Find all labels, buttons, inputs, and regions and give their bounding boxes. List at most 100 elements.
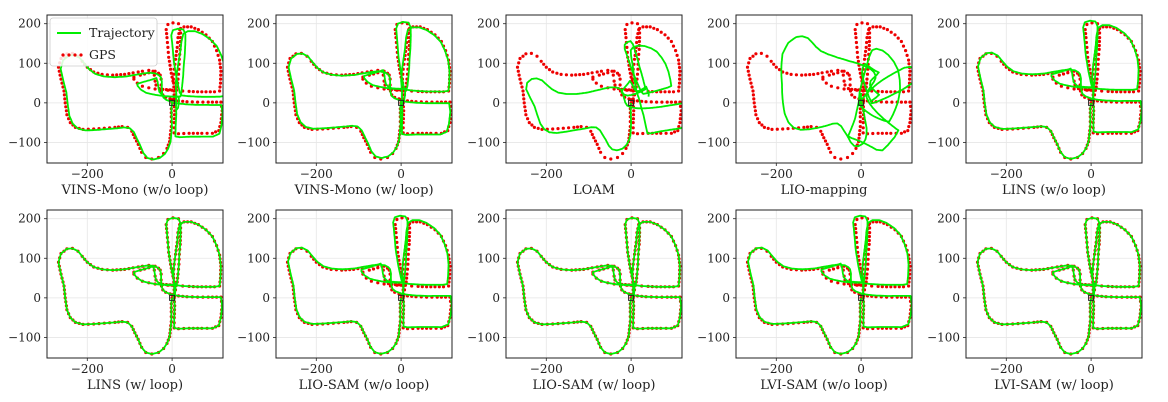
legend-gps-swatch: [67, 53, 71, 57]
gps-point: [187, 89, 191, 93]
gps-point: [1096, 67, 1100, 71]
gps-point: [856, 55, 860, 59]
gps-point: [679, 109, 682, 113]
gps-point: [855, 22, 859, 27]
gps-point: [175, 49, 179, 54]
gps-point: [909, 113, 912, 117]
panel-xlabel: LOAM: [573, 183, 615, 198]
y-tick-label: 100: [477, 251, 500, 265]
gps-point: [613, 83, 617, 87]
start-marker: [398, 99, 405, 106]
gps-point: [746, 69, 750, 73]
gps-point: [842, 87, 846, 91]
gps-point: [824, 81, 828, 85]
gps-point: [906, 129, 910, 133]
gps-point: [367, 268, 371, 272]
start-marker: [169, 99, 176, 106]
gps-point: [1097, 39, 1101, 44]
gps-point: [752, 97, 756, 101]
gps-point: [846, 87, 851, 91]
gps-point: [405, 272, 409, 276]
gps-point: [193, 26, 197, 30]
y-tick-label: −100: [467, 135, 500, 149]
gps-point: [625, 22, 629, 27]
gps-point: [218, 58, 222, 62]
gps-point: [119, 73, 123, 77]
gps-point: [752, 101, 756, 105]
gps-point: [376, 281, 380, 285]
gps-point: [623, 28, 627, 32]
gps-point: [629, 75, 633, 79]
gps-point: [749, 81, 753, 85]
start-marker: [858, 99, 865, 106]
gps-point: [190, 100, 194, 104]
gps-point: [219, 69, 223, 73]
gps-point: [420, 285, 424, 289]
gps-point: [123, 72, 127, 76]
start-marker: [628, 294, 635, 301]
gps-point: [200, 90, 204, 94]
gps-point: [875, 25, 879, 29]
gps-point: [645, 25, 649, 29]
gps-point: [174, 53, 178, 58]
subplot-1: −200 0 −100 0 100 200 VINS-Mono (w/o loop) Traj…: [8, 14, 224, 198]
gps-point: [1083, 88, 1087, 92]
gps-point: [677, 62, 681, 66]
gps-point: [865, 36, 869, 40]
gps-point: [196, 100, 200, 104]
gps-point: [829, 84, 834, 88]
gps-point: [831, 267, 836, 271]
gps-point: [820, 132, 824, 137]
gps-point: [408, 231, 412, 235]
trajectory-line: [977, 19, 1142, 160]
y-tick-label: −100: [237, 330, 270, 344]
gps-point: [896, 36, 900, 40]
subplot-8: −200 0 −100 0 100 200 LIO-SAM (w/ loop): [467, 209, 683, 393]
gps-point: [1085, 45, 1089, 50]
y-tick-label: 0: [492, 291, 500, 305]
gps-point: [862, 57, 867, 61]
gps-point: [371, 267, 376, 271]
gps-point: [556, 127, 560, 131]
y-tick-label: 100: [18, 251, 41, 265]
gps-point: [214, 130, 218, 134]
x-tick-label: 0: [397, 167, 405, 181]
gps-point: [865, 272, 869, 276]
gps-point: [867, 247, 871, 251]
gps-point: [187, 131, 191, 135]
gps-point: [1083, 28, 1087, 32]
y-tick-label: 0: [952, 291, 960, 305]
gps-point: [867, 39, 872, 44]
gps-point: [876, 131, 880, 135]
gps-point: [599, 69, 604, 73]
gps-point: [889, 30, 893, 34]
gps-point: [663, 33, 667, 37]
gps-point: [804, 73, 808, 77]
gps-point: [649, 100, 653, 104]
gps-point: [786, 127, 790, 131]
gps-point: [901, 90, 906, 94]
gps-point: [1085, 50, 1089, 55]
gps-point: [904, 49, 908, 53]
gps-point: [745, 65, 750, 69]
gps-point: [635, 22, 640, 26]
x-tick-label: 0: [627, 167, 635, 181]
gps-point: [205, 131, 209, 135]
gps-point: [200, 131, 204, 135]
gps-point: [62, 89, 66, 93]
gps-point: [62, 93, 66, 97]
y-tick-label: −100: [237, 135, 270, 149]
gps-point: [855, 50, 859, 55]
y-tick-label: 0: [722, 96, 730, 110]
gps-point: [176, 36, 180, 40]
gps-point: [637, 52, 641, 57]
y-tick-label: 200: [707, 17, 730, 31]
legend-gps-swatch: [73, 53, 77, 57]
gps-point: [819, 129, 823, 133]
gps-point: [850, 93, 854, 97]
gps-point: [551, 127, 555, 131]
gps-point: [903, 130, 907, 134]
gps-point: [866, 262, 870, 266]
gps-point: [777, 68, 782, 72]
gps-point: [674, 49, 678, 53]
